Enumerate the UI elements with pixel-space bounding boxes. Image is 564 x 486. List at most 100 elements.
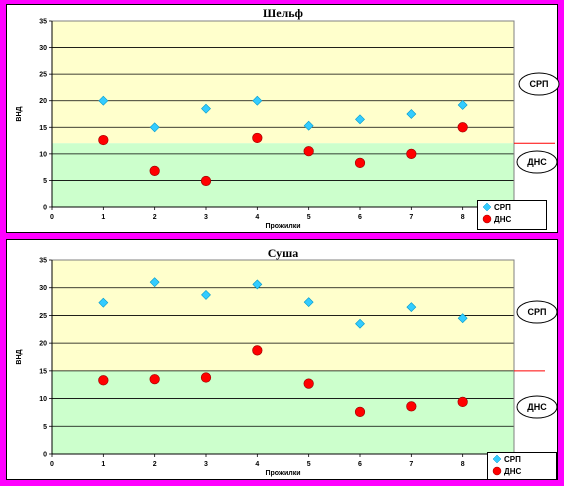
- srp-point: [98, 297, 109, 308]
- dns-point: [98, 134, 109, 146]
- upper-zone: [52, 21, 514, 144]
- x-tick-label: 7: [409, 461, 413, 468]
- x-tick-label: 8: [461, 461, 465, 468]
- y-tick-label: 5: [43, 178, 47, 185]
- zone-ellipse-dns: [516, 150, 558, 174]
- legend-label-dns: ДНС: [504, 466, 522, 476]
- x-tick-label: 1: [101, 214, 105, 221]
- y-tick-label: 25: [39, 313, 47, 320]
- x-tick-label: 5: [307, 461, 311, 468]
- x-tick-label: 2: [153, 214, 157, 221]
- legend-item-dns: ДНС: [488, 465, 556, 477]
- dns-point: [252, 132, 263, 144]
- legend-land: СРП ДНС: [487, 452, 557, 480]
- legend-item-srp: СРП: [488, 453, 556, 465]
- srp-point: [303, 297, 314, 308]
- dns-point: [149, 374, 160, 385]
- x-tick-label: 8: [461, 214, 465, 221]
- dns-point: [303, 378, 314, 389]
- legend-label-srp: СРП: [504, 454, 521, 464]
- srp-point: [252, 279, 263, 290]
- y-tick-label: 20: [39, 98, 47, 105]
- srp-point: [355, 318, 365, 329]
- zone-label-srp: СРП: [530, 79, 549, 89]
- circle-icon: [482, 214, 492, 224]
- y-tick-label: 20: [39, 341, 47, 348]
- y-tick-label: 0: [43, 205, 47, 212]
- legend-item-srp: СРП: [478, 201, 546, 213]
- x-tick-label: 4: [255, 461, 259, 468]
- y-tick-label: 30: [39, 45, 47, 52]
- zone-label-dns: ДНС: [527, 402, 547, 412]
- x-axis-label: Прожилки: [265, 223, 300, 230]
- dns-point: [149, 165, 160, 176]
- dns-point: [200, 175, 212, 187]
- x-tick-label: 3: [204, 461, 208, 468]
- legend-shelf: СРП ДНС: [477, 200, 547, 230]
- diamond-icon: [482, 202, 492, 212]
- circle-icon: [492, 466, 502, 476]
- srp-point: [149, 122, 160, 133]
- diamond-icon: [492, 454, 502, 464]
- srp-point: [303, 120, 314, 131]
- zone-ellipse-srp: [516, 300, 558, 324]
- lower-zone: [52, 370, 514, 454]
- srp-point: [149, 277, 160, 288]
- x-tick-label: 3: [204, 214, 208, 221]
- y-tick-label: 15: [39, 125, 47, 132]
- y-tick-label: 35: [39, 258, 47, 265]
- y-axis-label: ВНД: [16, 349, 23, 364]
- y-axis-label: ВНД: [16, 106, 23, 121]
- scatter-plot-shelf: 0 5 10 15 20 25 30 35 0 1 2 3 4 5 6 7 8 Прожилки ВНД СРП ДНС: [16, 19, 560, 230]
- y-tick-label: 10: [39, 151, 47, 158]
- srp-point: [406, 302, 417, 313]
- dns-point: [98, 375, 109, 386]
- y-tick-label: 35: [39, 19, 47, 26]
- dns-point: [406, 148, 417, 159]
- srp-point: [98, 95, 109, 106]
- x-tick-label: 4: [255, 214, 259, 221]
- x-tick-label: 6: [358, 461, 362, 468]
- lower-zone: [52, 143, 514, 207]
- dns-point: [406, 401, 417, 412]
- y-tick-label: 15: [39, 368, 47, 375]
- x-tick-label: 0: [50, 461, 54, 468]
- zone-label-dns: ДНС: [527, 157, 547, 167]
- legend-label-dns: ДНС: [494, 214, 512, 224]
- srp-point: [201, 289, 211, 300]
- zone-label-srp: СРП: [528, 307, 547, 317]
- y-tick-label: 30: [39, 285, 47, 292]
- chart-title-shelf: Шельф: [263, 6, 303, 20]
- zone-ellipse-srp: [518, 72, 560, 96]
- legend-label-srp: СРП: [494, 202, 511, 212]
- dns-point: [457, 122, 468, 133]
- dns-point: [252, 345, 263, 356]
- srp-point: [355, 114, 365, 125]
- y-tick-label: 25: [39, 72, 47, 79]
- x-tick-label: 6: [358, 214, 362, 221]
- dns-point: [354, 406, 366, 417]
- srp-point: [457, 100, 468, 110]
- legend-item-dns: ДНС: [478, 213, 546, 225]
- y-tick-label: 5: [43, 424, 47, 431]
- x-axis-label: Прожилки: [265, 470, 300, 477]
- x-tick-label: 7: [409, 214, 413, 221]
- dns-point: [457, 396, 468, 407]
- y-tick-label: 10: [39, 396, 47, 403]
- x-tick-label: 1: [101, 461, 105, 468]
- srp-point: [252, 95, 263, 106]
- chart-title-land: Суша: [267, 246, 299, 260]
- x-tick-label: 5: [307, 214, 311, 221]
- zone-ellipse-dns: [516, 395, 558, 419]
- scatter-plot-land: 0 5 10 15 20 25 30 35 0 1 2 3 4 5 6 7 8 Прожилки ВНД СРП ДНС: [16, 258, 558, 477]
- x-tick-label: 2: [153, 461, 157, 468]
- chart-panel-land: Суша 0 5 10 15 20 25 30 35 0 1 2 3 4 5 6 7 8 Прожилки ВНД С…: [6, 239, 558, 480]
- dns-point: [303, 146, 314, 157]
- srp-point: [457, 313, 468, 324]
- y-tick-label: 0: [43, 452, 47, 459]
- srp-point: [406, 109, 417, 119]
- chart-panel-shelf: Шельф 0 5 10 15 20 25 30 35 0 1 2 3 4 5 6 7 8 Прожилки ВНД…: [6, 4, 560, 233]
- dns-point: [354, 157, 366, 168]
- x-tick-label: 0: [50, 214, 54, 221]
- dns-point: [200, 372, 212, 383]
